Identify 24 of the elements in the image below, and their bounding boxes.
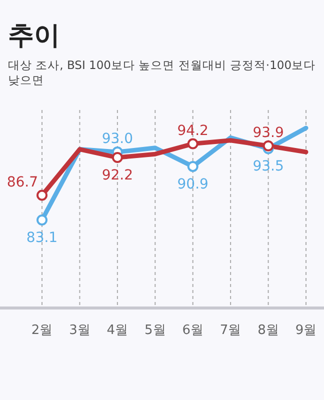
data-label: 83.1 xyxy=(26,230,58,246)
point xyxy=(36,190,48,201)
x-tick-label: 7월 xyxy=(220,323,242,338)
point xyxy=(187,160,198,172)
chart-subtitle: 대상 조사, BSI 100보다 높으면 전월대비 긍정적·100보다 낮으면 xyxy=(8,58,317,88)
x-tick-label: 8월 xyxy=(258,323,279,338)
x-tick-label: 6월 xyxy=(182,323,204,338)
data-label: 94.2 xyxy=(177,122,208,139)
x-tick-label: 5월 xyxy=(144,323,166,338)
point xyxy=(112,152,123,164)
data-label: 93.0 xyxy=(102,131,134,148)
x-tick-label: 9월 xyxy=(295,323,317,338)
x-tick-label: 4월 xyxy=(106,323,128,338)
point xyxy=(262,140,274,152)
point xyxy=(187,138,198,150)
data-label: 90.9 xyxy=(177,176,208,192)
data-label: 86.7 xyxy=(6,174,38,190)
data-label: 93.5 xyxy=(252,158,284,175)
data-label: 92.2 xyxy=(102,168,134,184)
point xyxy=(36,214,48,226)
x-tick-label: 2월 xyxy=(31,323,53,338)
x-tick-label: 3월 xyxy=(69,323,90,338)
data-label: 93.9 xyxy=(252,124,284,141)
chart-title: 추이 xyxy=(8,20,60,53)
